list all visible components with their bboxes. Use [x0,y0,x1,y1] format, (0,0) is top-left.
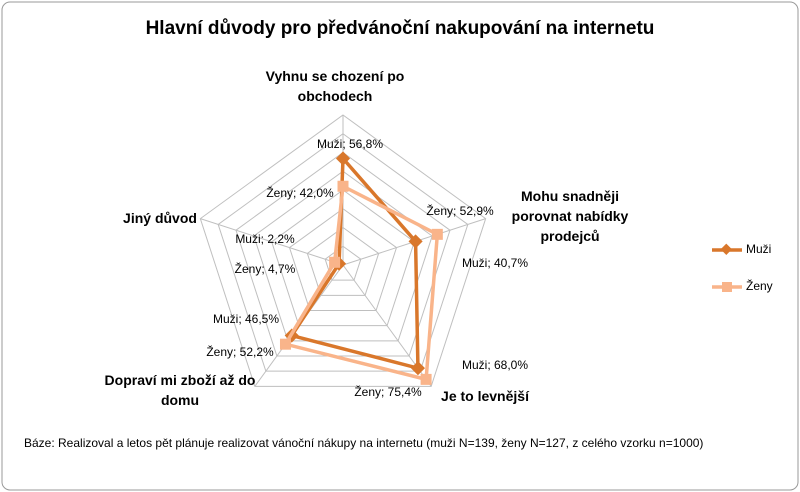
data-label: Muži; 68,0% [462,358,528,372]
category-label: Vyhnu se chození po obchodech [265,68,405,104]
marker [410,361,426,376]
grid-ring [271,189,415,327]
legend-label: Ženy [746,278,773,293]
marker [431,228,443,240]
axis-line [200,218,344,266]
category-label: Dopraví mi zboží až do domu [104,372,256,408]
data-label: Ženy; 52,2% [206,344,274,359]
marker [335,151,351,166]
data-label: Muži; 2,2% [235,232,295,246]
grid-ring [306,226,380,296]
category-label: Je to levnější [441,388,529,404]
marker [279,338,291,350]
grid-ring [288,208,398,312]
category-label: Mohu snadněji porovnat nabídky prodejců [511,188,629,244]
data-label: Ženy; 42,0% [266,185,334,200]
grid-ring [235,151,451,357]
legend-marker [720,243,732,255]
data-label: Ženy; 4,7% [235,261,296,276]
marker [420,373,432,385]
data-label: Muži; 40,7% [462,256,528,270]
marker [408,234,423,249]
series-line [288,154,420,371]
data-label: Muži; 46,5% [213,312,279,326]
note: Báze: Realizoval a letos pět plánuje rea… [24,436,704,450]
chart-title: Hlavní důvody pro předvánoční nakupování… [145,18,655,39]
legend-marker [722,282,732,292]
grid-ring [199,114,487,387]
category-label: Jiný důvod [123,210,197,226]
legend-label: Muži [746,242,771,256]
data-label: Ženy; 52,9% [426,203,494,218]
grid-ring [217,133,469,372]
marker [337,180,349,192]
data-label: Ženy; 75,4% [354,384,422,399]
grid-ring [324,245,362,281]
series-line [282,183,440,382]
marker [329,256,341,268]
data-label: Muži; 56,8% [317,137,383,151]
